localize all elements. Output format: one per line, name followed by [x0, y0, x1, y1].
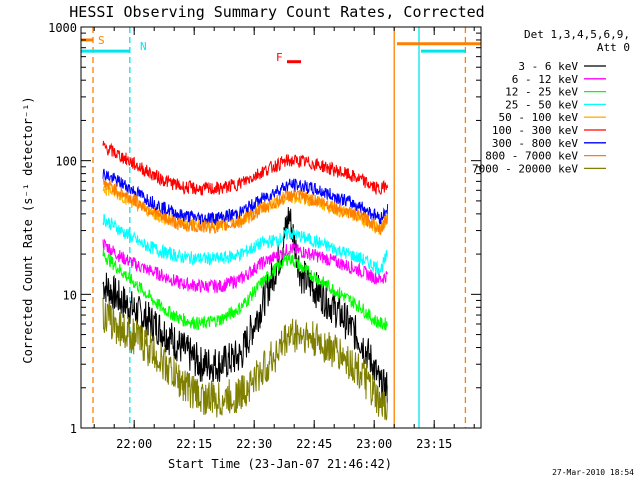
legend-label-3: 25 - 50 keV [505, 98, 578, 111]
y-tick-label-3: 1000 [48, 21, 77, 35]
y-tick-label-0: 1 [70, 422, 77, 436]
legend-label-8: 7000 - 20000 keV [472, 162, 578, 175]
x-tick-label-1: 22:15 [176, 437, 212, 451]
y-axis-label: Corrected Count Rate (s⁻¹ detector⁻¹) [21, 96, 35, 363]
x-tick-label-0: 22:00 [116, 437, 152, 451]
legend-label-2: 12 - 25 keV [505, 86, 578, 99]
x-tick-label-3: 22:45 [296, 437, 332, 451]
series-8 [102, 297, 389, 421]
legend-label-7: 800 - 7000 keV [485, 150, 578, 163]
flag-label-1: N [140, 40, 147, 53]
y-tick-label-1: 10 [63, 288, 77, 302]
series-0 [102, 206, 389, 407]
legend-label-0: 3 - 6 keV [518, 60, 578, 73]
series-2 [102, 248, 388, 331]
legend-label-6: 300 - 800 keV [492, 137, 578, 150]
legend-label-1: 6 - 12 keV [512, 73, 579, 86]
chart-title: HESSI Observing Summary Count Rates, Cor… [69, 3, 484, 21]
series-1 [102, 238, 389, 294]
legend-label-5: 100 - 300 keV [492, 124, 578, 137]
x-tick-label-2: 22:30 [236, 437, 272, 451]
flag-label-0: S [98, 34, 105, 47]
y-tick-label-2: 100 [55, 155, 77, 169]
legend-header-detectors: Det 1,3,4,5,6,9, [524, 28, 630, 41]
x-axis-label: Start Time (23-Jan-07 21:46:42) [168, 457, 392, 471]
series-3 [102, 213, 388, 276]
series-7 [102, 177, 389, 236]
series-5 [102, 140, 389, 196]
footer-date: 27-Mar-2010 18:54 [552, 468, 634, 477]
series-6 [102, 168, 389, 227]
legend-header-attenuator: Att 0 [597, 41, 630, 54]
flag-label-4: F [276, 51, 283, 64]
plot-frame [80, 26, 482, 429]
x-tick-label-4: 23:00 [356, 437, 392, 451]
legend-label-4: 50 - 100 keV [499, 111, 579, 124]
x-tick-label-5: 23:15 [416, 437, 452, 451]
